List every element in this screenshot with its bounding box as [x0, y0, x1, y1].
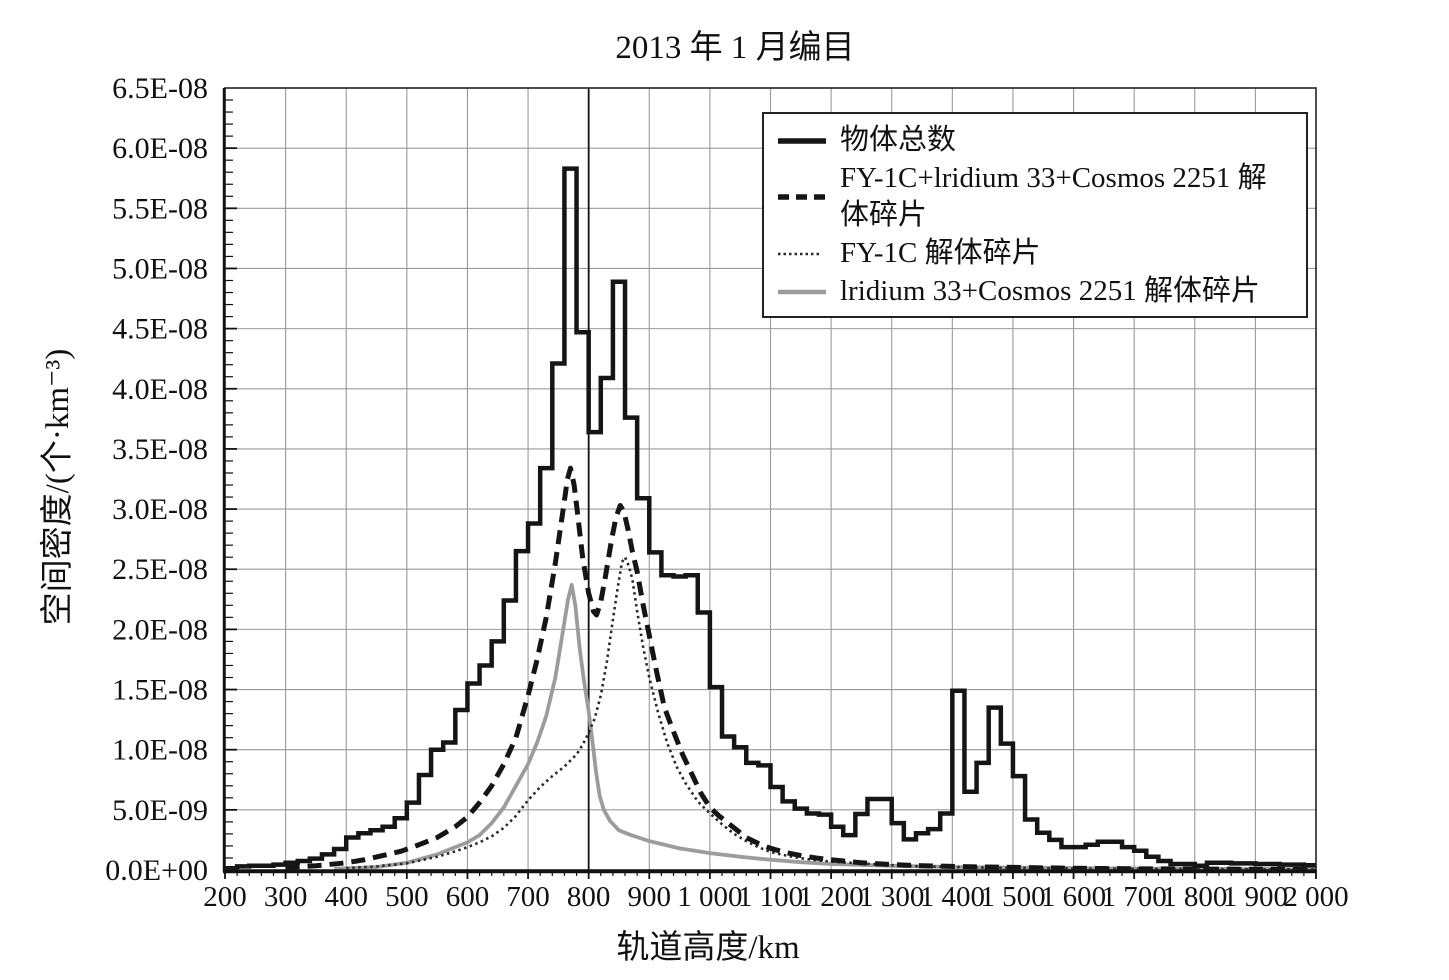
y-tick-label: 6.0E-08: [112, 132, 208, 165]
series-combined-fragments-line: [285, 465, 1317, 872]
legend-label: 物体总数: [840, 124, 957, 156]
legend-item-total: 物体总数: [776, 122, 1294, 160]
x-tick-label: 300: [264, 881, 308, 913]
y-tick-label: 5.5E-08: [112, 192, 208, 225]
dashed-line-swatch-icon: [778, 194, 826, 201]
legend-label: FY-1C+lridium 33+Cosmos 2251 解体碎片: [840, 161, 1267, 232]
legend-label: FY-1C 解体碎片: [840, 237, 1041, 270]
x-tick-label: 1 900: [1223, 881, 1288, 913]
y-tick-label: 1.5E-08: [112, 674, 208, 707]
y-tick-label: 5.0E-08: [112, 252, 208, 285]
x-tick-label: 1 000: [677, 881, 742, 913]
y-tick-label: 2.0E-08: [112, 613, 208, 646]
series-total-objects-line: [225, 166, 1316, 871]
legend-label: lridium 33+Cosmos 2251 解体碎片: [840, 274, 1260, 307]
legend: 物体总数 FY-1C+lridium 33+Cosmos 2251 解体碎片 F…: [762, 112, 1308, 318]
y-tick-label: 4.0E-08: [112, 373, 208, 406]
x-axis-title: 轨道高度/km: [616, 930, 800, 966]
dotted-line-swatch-icon: [778, 252, 822, 256]
chart-title: 2013 年 1 月编目: [615, 30, 855, 66]
x-tick-label: 700: [506, 881, 550, 913]
gray-line-swatch-icon: [778, 289, 826, 294]
series-iridium-cosmos-fragments-line: [334, 582, 1317, 872]
y-tick-label: 1.0E-08: [112, 734, 208, 767]
x-tick-label: 1 500: [980, 881, 1045, 913]
legend-item-iridium-cosmos-fragments: lridium 33+Cosmos 2251 解体碎片: [776, 273, 1294, 311]
x-tick-label: 2 000: [1283, 881, 1348, 913]
x-tick-label: 400: [324, 881, 368, 913]
x-tick-label: 1 400: [920, 881, 985, 913]
x-tick-label: 1 700: [1102, 881, 1167, 913]
legend-item-combined-fragments: FY-1C+lridium 33+Cosmos 2251 解体碎片: [776, 160, 1294, 235]
x-tick-label: 600: [446, 881, 490, 913]
total-line-swatch-icon: [778, 138, 826, 144]
x-tick-label: 200: [203, 881, 247, 913]
x-tick-label: 1 800: [1162, 881, 1227, 913]
x-tick-label: 1 600: [1041, 881, 1106, 913]
x-tick-label: 1 100: [738, 881, 803, 913]
y-tick-label: 2.5E-08: [112, 553, 208, 586]
x-tick-label: 500: [385, 881, 429, 913]
y-tick-label: 3.5E-08: [112, 433, 208, 466]
x-tick-label: 800: [567, 881, 611, 913]
y-tick-label: 5.0E-09: [112, 794, 208, 827]
y-tick-label: 3.0E-08: [112, 493, 208, 526]
x-tick-label: 900: [628, 881, 672, 913]
x-tick-label: 1 300: [859, 881, 924, 913]
y-tick-label: 0.0E+00: [105, 854, 208, 887]
y-axis-title: 空间密度/(个·km⁻³): [40, 348, 76, 626]
x-tick-label: 1 200: [798, 881, 863, 913]
legend-item-fy1c-fragments: FY-1C 解体碎片: [776, 235, 1294, 273]
y-tick-label: 6.5E-08: [112, 72, 208, 105]
y-tick-label: 4.5E-08: [112, 313, 208, 346]
